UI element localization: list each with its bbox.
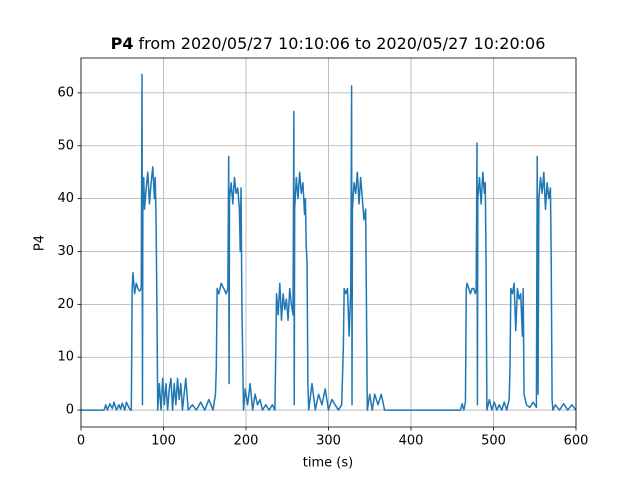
y-tick-label: 20 [57,297,74,312]
y-tick-label: 0 [66,403,74,418]
y-tick-label: 10 [57,350,74,365]
title-bold: P4 [111,34,134,53]
x-tick-label: 300 [316,434,341,449]
y-axis-label: P4 [33,235,48,251]
x-tick-label: 400 [399,434,424,449]
y-tick-label: 30 [57,244,74,259]
title-rest: from 2020/05/27 10:10:06 to 2020/05/27 1… [138,34,545,53]
x-axis-label: time (s) [303,456,353,471]
y-tick-label: 60 [57,85,74,100]
x-tick-label: 500 [481,434,506,449]
x-tick-label: 600 [564,434,589,449]
plot-frame [80,57,577,428]
x-tick-label: 200 [234,434,259,449]
x-tick-label: 100 [151,434,176,449]
data-line [81,73,577,411]
chart-title: P4 from 2020/05/27 10:10:06 to 2020/05/27… [111,34,546,53]
y-tick-label: 40 [57,191,74,206]
x-tick-label: 0 [77,434,85,449]
y-tick-label: 50 [57,138,74,153]
